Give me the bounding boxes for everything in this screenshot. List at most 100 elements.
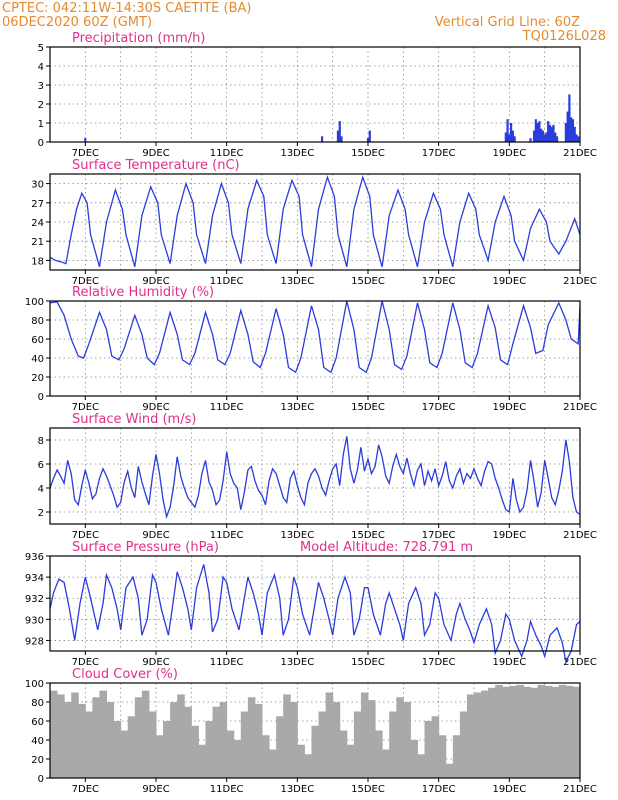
- cloud-bar: [269, 749, 277, 778]
- precip-bar: [540, 128, 543, 142]
- y-tick-label: 0: [38, 774, 44, 785]
- cloud-bar: [565, 685, 574, 778]
- cloud-bar: [488, 687, 496, 778]
- y-tick-label: 100: [25, 679, 44, 690]
- x-tick-label: 11DEC: [210, 276, 244, 287]
- cloud-bar: [71, 692, 79, 778]
- x-tick-label: 7DEC: [72, 148, 99, 159]
- x-tick-label: 11DEC: [210, 402, 244, 413]
- cloud-bar: [389, 711, 397, 778]
- cloud-bar: [219, 702, 228, 778]
- y-tick-label: 20: [31, 373, 44, 384]
- x-tick-label: 7DEC: [72, 402, 99, 413]
- precip-bar: [564, 123, 567, 142]
- cloud-bar: [106, 702, 115, 778]
- cloud-bar: [240, 711, 249, 778]
- x-tick-label: 15DEC: [351, 530, 385, 541]
- precip-bar: [368, 130, 371, 142]
- panel-title: Precipitation (mm/h): [72, 31, 205, 46]
- cloud-bar: [85, 711, 93, 778]
- cloud-bar: [163, 721, 171, 778]
- cloud-bar: [297, 744, 305, 778]
- cloud-bar: [141, 690, 150, 778]
- x-tick-label: 21DEC: [563, 148, 597, 159]
- x-tick-label: 9DEC: [142, 402, 169, 413]
- x-tick-label: 9DEC: [142, 657, 169, 668]
- cloud-bar: [177, 694, 185, 778]
- y-tick-label: 0: [38, 392, 44, 403]
- panel-frame: [49, 173, 581, 271]
- cloud-bar: [530, 687, 539, 778]
- panel-pressure: Surface Pressure (hPa) Model Altitude: 72…: [25, 540, 597, 668]
- station-header: CPTEC: 042:11W-14:30S CAETITE (BA): [2, 1, 251, 16]
- precip-bar: [529, 138, 532, 142]
- x-tick-label: 21DEC: [563, 402, 597, 413]
- precip-bar: [554, 132, 557, 142]
- y-tick-label: 21: [31, 237, 44, 248]
- cloud-bar: [551, 686, 560, 778]
- cloud-bar: [254, 703, 263, 778]
- precip-bar: [566, 111, 569, 142]
- x-tick-label: 21DEC: [563, 530, 597, 541]
- panel-humidity: Relative Humidity (%) 0 20 40 60 80 100 7DEC 9DE…: [25, 285, 597, 413]
- cloud-bar: [459, 711, 468, 778]
- precip-bar: [536, 123, 539, 142]
- panel-frame: [49, 427, 581, 525]
- precip-bar: [508, 134, 511, 142]
- cloud-bar: [474, 692, 482, 778]
- panel-wind: Surface Wind (m/s) 2 4 6 8 7DEC 9DEC 11DEC 13DEC…: [38, 412, 597, 541]
- x-tick-label: 17DEC: [422, 148, 456, 159]
- panel-title: Cloud Cover (%): [72, 667, 178, 682]
- cloud-bar: [148, 711, 157, 778]
- x-tick-label: 19DEC: [492, 530, 526, 541]
- cloud-bar: [184, 706, 192, 778]
- y-tick-label: 60: [31, 717, 44, 728]
- y-tick-label: 8: [38, 436, 44, 447]
- x-tick-label: 13DEC: [280, 784, 314, 795]
- panel-temperature: Surface Temperature (nC) 18 21 24 27 30 7DEC 9D…: [31, 158, 597, 287]
- x-tick-label: 15DEC: [351, 784, 385, 795]
- cloud-bar: [247, 697, 256, 778]
- y-tick-label: 18: [31, 256, 44, 267]
- precip-bar: [538, 121, 541, 142]
- x-tick-label: 19DEC: [492, 402, 526, 413]
- cloud-bar: [64, 702, 72, 778]
- cloud-bar: [558, 684, 567, 778]
- panel-frame: [49, 46, 581, 143]
- panel-cloud: Cloud Cover (%) 0 20 40 60 80 100 7DEC 9DEC 11DEC…: [25, 667, 597, 795]
- cloud-bar: [332, 702, 341, 778]
- precip-bar: [548, 124, 552, 142]
- x-tick-label: 9DEC: [142, 148, 169, 159]
- cloud-bar: [92, 697, 100, 778]
- precip-bar: [532, 130, 536, 142]
- cloud-bar: [466, 694, 475, 778]
- cloud-bar: [572, 686, 580, 778]
- cloud-bar: [346, 744, 355, 778]
- y-tick-label: 0: [38, 138, 44, 149]
- cloud-bar: [368, 700, 376, 778]
- x-tick-label: 17DEC: [422, 402, 456, 413]
- x-tick-label: 19DEC: [492, 657, 526, 668]
- precip-bar: [573, 126, 576, 142]
- panel-title: Surface Temperature (nC): [72, 158, 240, 173]
- x-tick-label: 17DEC: [422, 784, 456, 795]
- cloud-bar: [431, 716, 440, 778]
- cloud-bar: [502, 686, 510, 778]
- precip-bar: [552, 124, 555, 142]
- precip-bar: [506, 119, 509, 142]
- y-tick-label: 20: [31, 755, 44, 766]
- cloud-bar: [233, 740, 242, 778]
- cloud-bar: [262, 735, 270, 778]
- cloud-bar: [452, 735, 461, 778]
- cloud-bar: [283, 694, 291, 778]
- precip-bar: [513, 136, 516, 142]
- x-tick-label: 7DEC: [72, 276, 99, 287]
- cloud-bar: [339, 730, 348, 778]
- precip-bar: [511, 130, 514, 142]
- x-tick-label: 15DEC: [351, 276, 385, 287]
- precip-bar: [571, 119, 575, 142]
- cloud-bar: [205, 721, 214, 778]
- cloud-bar: [156, 735, 164, 778]
- panel-frame: [49, 300, 581, 397]
- cloud-bar: [170, 702, 178, 778]
